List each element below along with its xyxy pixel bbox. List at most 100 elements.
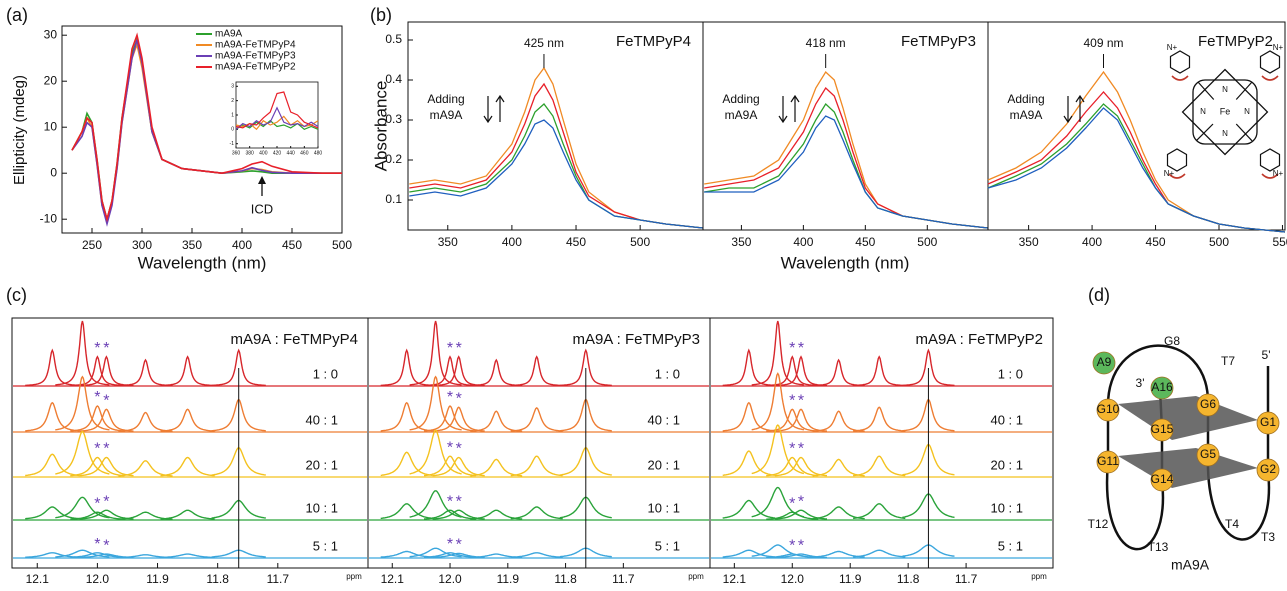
nmr-peak	[380, 451, 433, 477]
x-axis-label: Wavelength (nm)	[138, 253, 267, 272]
ratio-label: 20 : 1	[305, 457, 338, 472]
node-label: T12	[1088, 517, 1109, 531]
subplot-title: FeTMPyP3	[901, 33, 976, 50]
structure-label: N+	[1167, 43, 1178, 52]
ratio-label: 20 : 1	[647, 457, 680, 472]
spectrum-line	[987, 103, 1286, 233]
annotation: Adding	[1007, 92, 1044, 106]
y-tick-label: 0	[50, 165, 57, 179]
node-label: G2	[1260, 462, 1276, 476]
nmr-peak	[118, 460, 173, 477]
subplot-title: mA9A : FeTMPyP2	[915, 331, 1043, 348]
y-axis-label: Ellipticity (mdeg)	[11, 75, 28, 185]
loop	[1105, 461, 1165, 551]
annotation: mA9A	[725, 108, 758, 122]
rotation-arrow	[1261, 75, 1279, 81]
structure-label: N	[1244, 107, 1250, 116]
nmr-peak	[722, 450, 775, 476]
node-label: G8	[1164, 334, 1180, 348]
nmr-peak	[70, 456, 125, 477]
inset-x-tick-label: 360	[232, 150, 241, 156]
inset-x-tick-label: 380	[245, 150, 254, 156]
nmr-peak	[409, 547, 462, 558]
plot-frame	[11, 317, 369, 569]
structure-label: N+	[1273, 43, 1284, 52]
asterisk: *	[447, 493, 453, 510]
x-tick-label: 12.1	[26, 572, 50, 586]
pyridyl-ring	[1259, 148, 1281, 172]
asterisk: *	[103, 392, 109, 409]
x-tick-label: 350	[438, 235, 458, 249]
legend-label: mA9A	[215, 29, 243, 40]
nmr-peak	[380, 348, 433, 387]
legend-label: mA9A-FeTMPyP2	[215, 62, 296, 73]
asterisk: *	[798, 493, 804, 510]
structure-label: N+	[1164, 169, 1175, 178]
nmr-peak	[25, 453, 80, 477]
nmr-peak	[902, 348, 955, 387]
nmr-peak	[722, 401, 775, 432]
nmr-peak	[409, 320, 462, 386]
peak-label: 409 nm	[1083, 36, 1123, 50]
y-tick-label: -10	[40, 211, 58, 225]
nmr-peak	[55, 549, 110, 558]
plot-frame	[367, 317, 711, 569]
subplot-title: FeTMPyP2	[1198, 33, 1273, 50]
asterisk: *	[789, 340, 795, 357]
inset-y-tick-label: -1	[230, 141, 235, 147]
x-tick-label: 500	[630, 235, 650, 249]
x-tick-label: 400	[232, 238, 252, 252]
nmr-peak	[751, 424, 805, 475]
inset-line	[235, 106, 319, 130]
ratio-label: 5 : 1	[313, 538, 338, 553]
asterisk: *	[103, 537, 109, 554]
nmr-peak	[722, 549, 775, 558]
asterisk: *	[94, 389, 100, 406]
x-tick-label: 400	[502, 235, 522, 249]
ratio-label: 20 : 1	[990, 457, 1023, 472]
x-tick-label: 11.8	[206, 572, 229, 586]
nmr-peak	[55, 375, 110, 431]
x-tick-label: 450	[282, 238, 302, 252]
ratio-label: 40 : 1	[305, 412, 338, 427]
annotation: mA9A	[1010, 108, 1043, 122]
asterisk: *	[94, 536, 100, 553]
nmr-peak	[25, 506, 80, 520]
y-tick-label: 10	[44, 119, 58, 133]
nmr-peak	[160, 456, 215, 477]
x-tick-label: 450	[1146, 235, 1166, 249]
pyridyl-ring	[1259, 50, 1281, 74]
ratio-label: 1 : 0	[998, 366, 1023, 381]
tetrad-plane	[1118, 396, 1258, 440]
asterisk: *	[456, 441, 462, 458]
asterisk: *	[789, 537, 795, 554]
spectrum-line	[987, 107, 1286, 233]
nmr-peak	[70, 552, 125, 558]
meso-bond	[1195, 123, 1214, 142]
asterisk: *	[447, 340, 453, 357]
nmr-peak	[118, 411, 173, 432]
peak-label: 418 nm	[806, 36, 846, 50]
y-tick-label: 0.5	[385, 32, 402, 46]
rotation-arrow	[1171, 75, 1189, 81]
y-axis-label: Absorbance	[371, 81, 390, 172]
structure-label: N	[1222, 129, 1228, 138]
arrow-up	[1075, 94, 1085, 122]
node-label: 3'	[1136, 376, 1145, 390]
node-label: T7	[1221, 354, 1235, 368]
spectrum-line	[704, 115, 989, 229]
inset-frame	[235, 81, 319, 149]
x-tick-label: 500	[917, 235, 937, 249]
rotation-arrow	[1168, 173, 1186, 179]
x-tick-label: 350	[182, 238, 202, 252]
ratio-label: 10 : 1	[647, 500, 680, 515]
nmr-peak	[432, 406, 485, 432]
nmr-peak	[423, 552, 477, 558]
node-label: G11	[1097, 454, 1119, 468]
panel-label: (b)	[370, 5, 392, 25]
legend-label: mA9A-FeTMPyP3	[215, 51, 296, 62]
node-label: A9	[1097, 355, 1112, 369]
x-axis-label: Wavelength (nm)	[781, 253, 910, 272]
x-tick-label: 450	[855, 235, 875, 249]
plot-frame	[407, 21, 704, 231]
